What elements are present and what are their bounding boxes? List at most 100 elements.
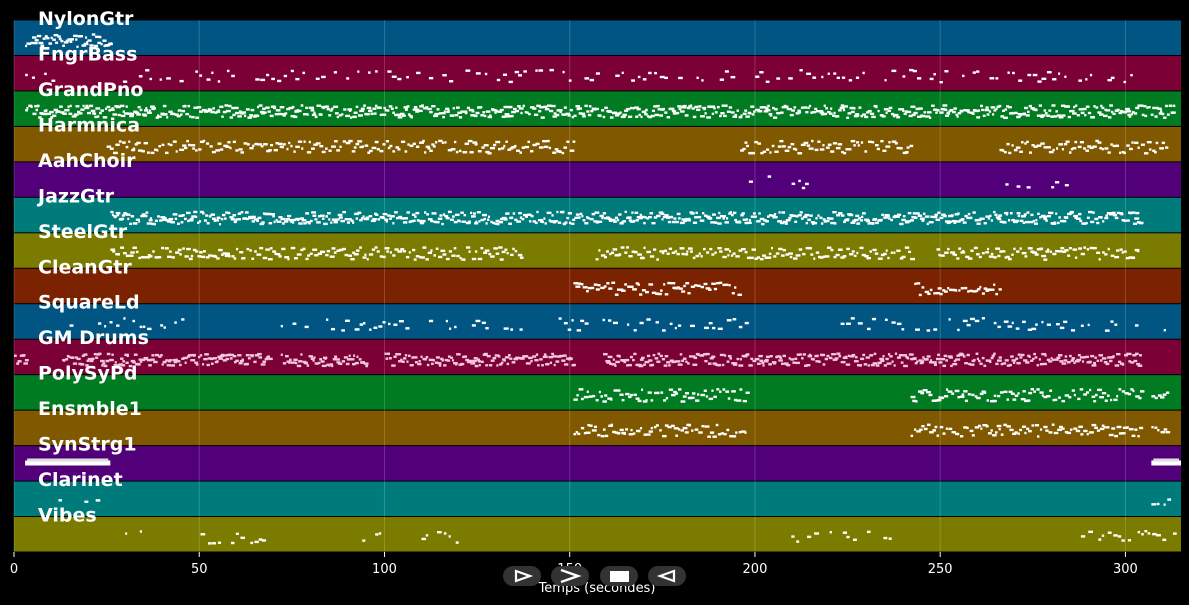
note-mark [999,220,1003,223]
note-mark [476,358,481,361]
note-mark [691,392,696,395]
note-mark [424,211,427,214]
note-mark [796,353,800,356]
note-mark [317,252,322,255]
note-mark [215,149,220,152]
note-mark [310,147,315,150]
note-mark [524,215,528,218]
note-mark [709,431,715,434]
note-mark [504,113,510,116]
note-mark [145,69,150,72]
note-mark [185,112,190,116]
note-mark [591,212,596,216]
note-mark [899,222,904,226]
note-mark [300,248,304,252]
note-mark [1104,216,1109,220]
note-mark [616,254,621,257]
note-mark [708,397,714,401]
note-mark [440,357,444,361]
note-mark [522,104,525,108]
note-mark [1078,108,1083,111]
note-mark [871,141,875,144]
note-mark [500,147,505,150]
note-mark [980,427,983,430]
note-mark [71,38,74,41]
rewind-button[interactable] [648,566,686,586]
note-mark [471,110,475,113]
note-mark [996,105,1000,109]
note-mark [465,69,471,72]
note-mark [322,106,325,110]
note-mark [1171,111,1176,114]
note-mark [498,220,504,224]
note-mark [1130,73,1133,77]
note-mark [486,218,490,221]
stop-button[interactable] [600,566,638,586]
note-mark [660,391,664,394]
note-mark [144,109,149,112]
note-mark [200,110,203,113]
fast-forward-button[interactable] [551,566,589,586]
note-mark [1046,323,1051,326]
note-mark [727,254,730,257]
note-mark [994,431,998,434]
note-mark [428,76,434,80]
note-mark [627,363,632,367]
note-mark [1083,429,1088,433]
note-mark [165,151,169,155]
note-mark [573,398,578,401]
note-mark [1156,534,1161,537]
note-mark [120,114,126,118]
note-mark [1028,391,1033,395]
note-mark [240,151,245,154]
note-mark [296,364,302,368]
note-mark [864,150,868,153]
note-mark [644,113,648,116]
track-label: SynStrg1 [38,434,137,456]
note-mark [1036,364,1040,367]
note-mark [382,143,386,146]
note-mark [1132,354,1137,357]
note-mark [504,248,508,251]
note-mark [464,111,468,115]
note-mark [71,115,77,118]
note-mark [388,322,391,326]
note-mark [316,104,322,107]
note-mark [683,106,687,109]
note-mark [625,392,630,396]
note-mark [418,219,423,223]
note-mark [666,252,670,255]
note-mark [1063,142,1068,146]
note-mark [26,106,29,110]
note-mark [204,353,209,356]
note-mark [505,140,508,143]
note-mark [425,145,430,148]
note-mark [694,284,698,287]
note-mark [969,289,973,293]
x-tick-label: 100 [372,562,397,577]
note-mark [767,256,772,259]
note-mark [1070,147,1074,151]
note-mark [782,354,786,358]
note-mark [1050,357,1053,360]
play-button[interactable] [503,566,541,586]
note-mark [166,116,169,119]
note-mark [945,359,948,362]
note-mark [637,283,640,286]
note-mark [1112,355,1115,358]
note-mark [1023,359,1028,362]
note-mark [1129,147,1133,151]
note-mark [788,252,793,255]
note-mark [264,357,269,361]
note-mark [1094,426,1098,430]
note-mark [510,253,514,257]
note-mark [486,354,491,358]
note-mark [316,221,321,224]
note-mark [483,217,486,221]
note-mark [730,111,735,114]
note-mark [376,250,380,253]
note-mark [1021,320,1026,324]
note-mark [597,220,603,223]
note-mark [922,356,925,359]
note-mark [413,105,418,109]
